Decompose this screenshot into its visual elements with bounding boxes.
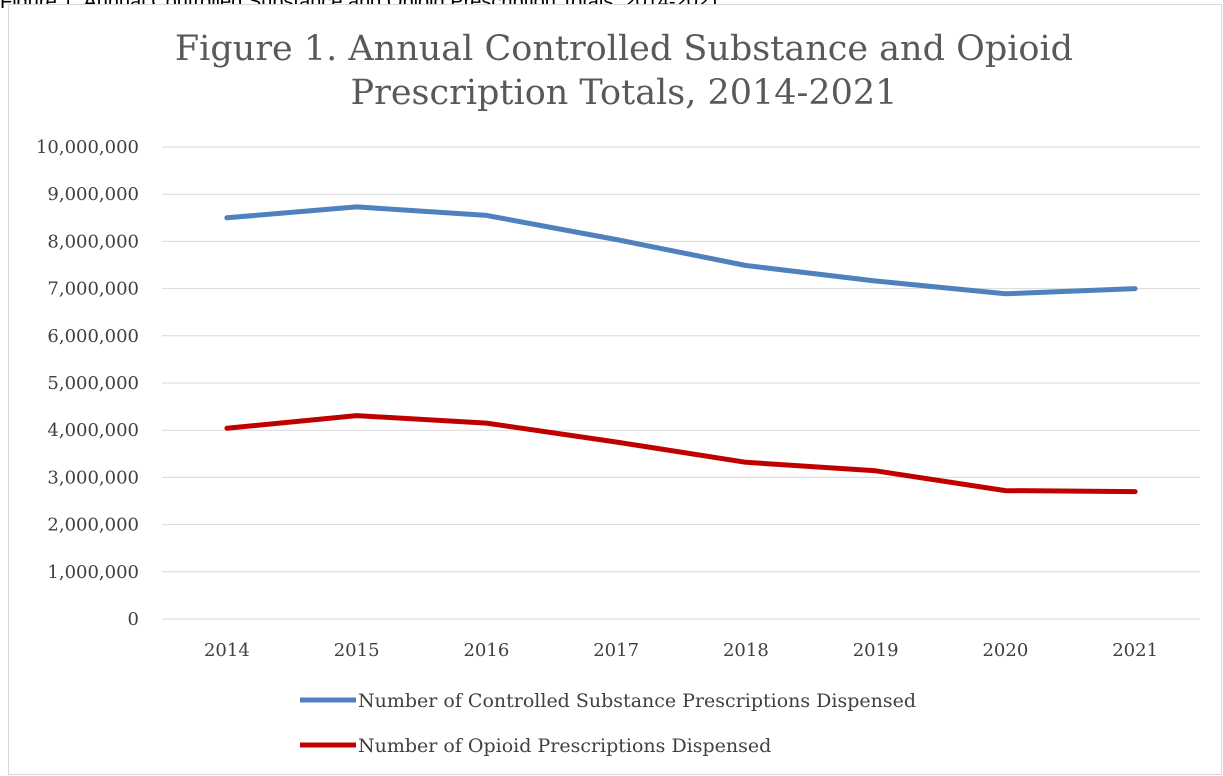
- x-tick-label: 2021: [1112, 640, 1158, 661]
- y-tick-label: 10,000,000: [36, 137, 139, 158]
- x-tick-label: 2018: [723, 640, 769, 661]
- x-tick-label: 2015: [334, 640, 380, 661]
- x-axis-tick-labels: 2014 2015 2016 2017 2018 2019 2020 2021: [204, 640, 1158, 661]
- y-tick-label: 7,000,000: [47, 279, 139, 300]
- series-line-1: [224, 204, 1138, 297]
- x-tick-label: 2019: [853, 640, 899, 661]
- series-lines: [224, 204, 1138, 495]
- x-tick-label: 2016: [463, 640, 509, 661]
- y-tick-label: 8,000,000: [47, 231, 139, 252]
- y-axis-tick-labels: 0 1,000,000 2,000,000 3,000,000 4,000,000 5,0…: [36, 137, 139, 630]
- chart-title: Figure 1. Annual Controlled Substance an…: [175, 29, 1073, 113]
- y-tick-label: 4,000,000: [47, 420, 139, 441]
- gridlines: [162, 146, 1200, 620]
- series-line-2: [224, 413, 1138, 495]
- x-tick-label: 2020: [982, 640, 1028, 661]
- y-tick-label: 1,000,000: [47, 562, 139, 583]
- legend-label: Number of Controlled Substance Prescript…: [358, 690, 916, 712]
- chart-title-line-2: Prescription Totals, 2014-2021: [351, 73, 898, 113]
- chart-title-line-1: Figure 1. Annual Controlled Substance an…: [175, 29, 1073, 69]
- x-tick-label: 2017: [593, 640, 639, 661]
- legend-label: Number of Opioid Prescriptions Dispensed: [358, 735, 771, 757]
- y-tick-label: 5,000,000: [47, 373, 139, 394]
- y-tick-label: 0: [128, 609, 139, 630]
- y-tick-label: 3,000,000: [47, 467, 139, 488]
- y-tick-label: 6,000,000: [47, 326, 139, 347]
- chart-frame: [8, 4, 1222, 775]
- y-tick-label: 9,000,000: [47, 184, 139, 205]
- x-tick-label: 2014: [204, 640, 250, 661]
- legend: Number of Controlled Substance Prescript…: [300, 690, 916, 757]
- y-tick-label: 2,000,000: [47, 515, 139, 536]
